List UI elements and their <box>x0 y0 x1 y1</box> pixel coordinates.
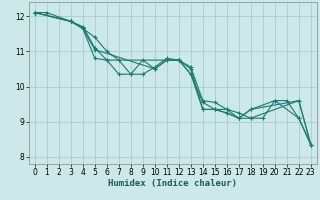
X-axis label: Humidex (Indice chaleur): Humidex (Indice chaleur) <box>108 179 237 188</box>
